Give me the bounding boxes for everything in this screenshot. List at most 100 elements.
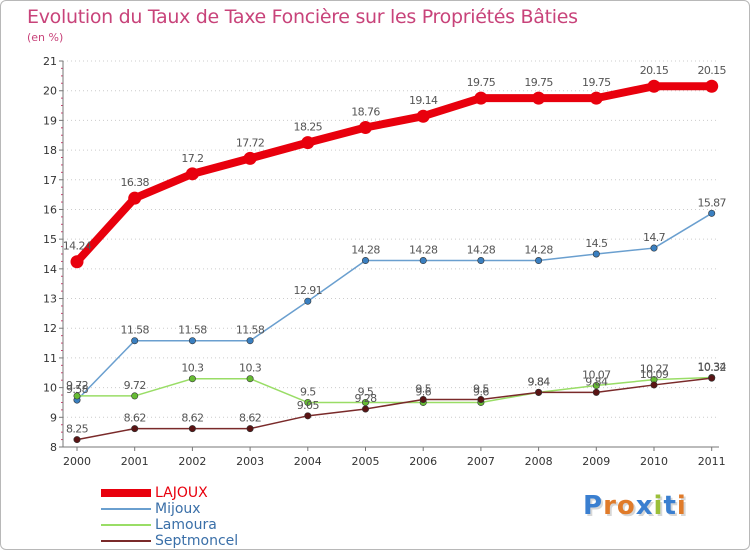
data-point [532, 91, 546, 105]
x-tick-label: 2004 [294, 455, 322, 468]
logo-letter: P [583, 491, 604, 521]
legend-swatch [101, 508, 151, 510]
data-point [650, 244, 658, 252]
data-point [535, 388, 543, 396]
x-tick-label: 2011 [698, 455, 726, 468]
data-point [70, 255, 84, 269]
data-label: 8.25 [66, 423, 89, 436]
y-tick-label: 8 [50, 441, 57, 454]
data-point [419, 257, 427, 265]
data-label: 9.58 [66, 383, 89, 396]
data-label: 10.3 [181, 362, 204, 375]
data-label: 9.28 [354, 392, 377, 405]
data-point [188, 425, 196, 433]
data-label: 11.58 [120, 324, 149, 337]
data-label: 17.2 [181, 152, 203, 165]
data-label: 9.72 [124, 379, 146, 392]
data-point [361, 405, 369, 413]
data-point [246, 375, 254, 383]
data-label: 19.14 [409, 94, 438, 107]
legend-label: LAJOUX [155, 485, 208, 501]
y-tick-label: 20 [43, 85, 57, 98]
data-point [359, 121, 372, 135]
y-tick-label: 19 [43, 114, 57, 127]
series-line [76, 377, 713, 441]
x-tick-label: 2006 [409, 455, 437, 468]
data-point [246, 425, 254, 433]
data-label: 12.91 [294, 284, 323, 297]
data-point [243, 151, 257, 165]
unit-label: (en %) [27, 31, 64, 44]
y-tick-label: 14 [43, 263, 57, 276]
data-label: 14.28 [409, 244, 438, 257]
legend-label: Lamoura [155, 517, 217, 533]
data-label: 10.32 [697, 361, 726, 374]
data-label: 10.09 [640, 368, 669, 381]
y-tick-label: 18 [43, 144, 57, 157]
data-point [592, 382, 600, 390]
x-tick-label: 2008 [525, 455, 553, 468]
data-point [301, 136, 315, 150]
data-point [128, 191, 142, 205]
data-point [592, 388, 600, 396]
data-label: 10.34 [697, 361, 726, 374]
legend-label: Septmoncel [155, 533, 239, 549]
y-tick-label: 16 [43, 203, 57, 216]
data-point [705, 79, 719, 93]
data-label: 11.58 [178, 324, 207, 337]
data-label: 10.27 [640, 363, 669, 376]
data-label: 8.62 [181, 412, 203, 425]
data-point [419, 395, 427, 403]
data-point [131, 337, 139, 345]
data-point [188, 337, 196, 345]
y-tick-label: 11 [43, 352, 57, 365]
data-point [185, 167, 199, 181]
data-label: 9.05 [297, 399, 320, 412]
data-label: 9.5 [300, 385, 316, 398]
data-label: 14.24 [63, 240, 92, 253]
y-tick-label: 12 [43, 322, 57, 335]
data-label: 14.5 [585, 237, 608, 250]
data-point [304, 297, 312, 305]
legend-swatch [101, 540, 151, 542]
data-label: 9.84 [585, 375, 608, 388]
data-label: 9.5 [473, 382, 489, 395]
x-tick-label: 2002 [178, 455, 206, 468]
logo-letter: t [663, 491, 677, 521]
data-label: 18.25 [294, 121, 323, 134]
data-label: 9.5 [358, 385, 374, 398]
series-septmoncel: 8.258.62 8.62 8.629.059.289.5 9.59.84 9.8410… [66, 361, 727, 444]
data-point [647, 79, 661, 93]
data-label: 9.6 [473, 385, 489, 398]
logo-letter: i [676, 491, 687, 521]
x-tick-label: 2007 [467, 455, 495, 468]
data-label: 15.87 [697, 196, 726, 209]
x-tick-label: 2005 [352, 455, 380, 468]
x-tick-label: 2009 [582, 455, 610, 468]
data-point [361, 257, 369, 265]
data-label: 17.72 [236, 136, 265, 149]
data-point [246, 337, 254, 345]
series-mijoux: 9.58 11.58 11.58 11.58 12.91 14.28 14.28 14.28 1… [66, 196, 727, 404]
logo-letter: i [653, 491, 664, 521]
legend-swatch [101, 524, 151, 526]
data-label: 9.6 [415, 385, 431, 398]
series-line [76, 376, 713, 404]
logo-text: Proxiti [583, 491, 687, 521]
data-point [708, 374, 716, 382]
x-tick-label: 2003 [236, 455, 264, 468]
data-label: 9.72 [66, 379, 88, 392]
data-point [708, 209, 716, 217]
series-lajoux: 14.24 16.38 17.2 17.72 18.25 18.76 19.14 19.75 1… [63, 64, 727, 269]
data-point [650, 381, 658, 389]
series-line [73, 82, 716, 266]
data-point [535, 257, 543, 265]
data-label: 19.75 [467, 76, 496, 89]
proxiti-logo: Proxiti Proxiti [583, 491, 688, 523]
data-point [304, 412, 312, 420]
data-point [131, 392, 139, 400]
data-label: 19.75 [524, 76, 553, 89]
